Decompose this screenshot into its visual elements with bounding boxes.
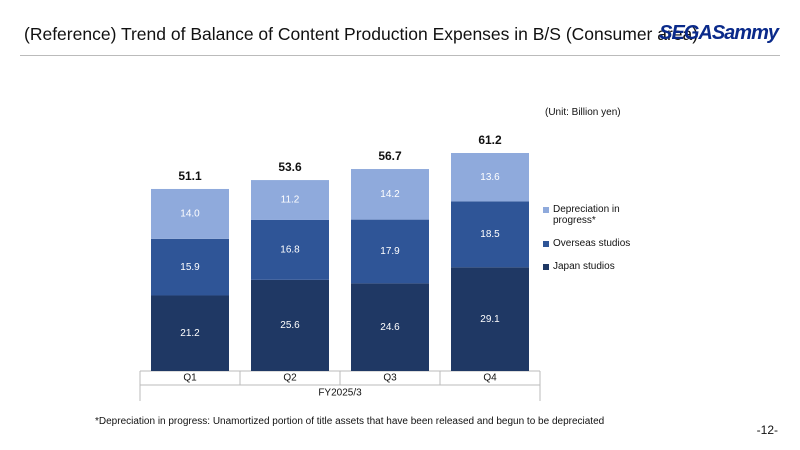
data-label: 18.5	[480, 229, 500, 240]
header-rule	[20, 55, 780, 56]
data-label: 24.6	[380, 322, 400, 333]
data-label: 25.6	[280, 320, 300, 331]
bar-segment	[451, 201, 529, 268]
bar-segment	[151, 295, 229, 371]
total-label: 56.7	[378, 149, 402, 163]
x-tick-label: Q2	[283, 373, 297, 384]
legend-swatch	[543, 264, 549, 270]
total-label: 51.1	[178, 169, 202, 183]
title: (Reference) Trend of Balance of Content …	[24, 24, 699, 44]
data-label: 15.9	[180, 262, 200, 273]
legend-label: Overseas studios	[553, 238, 631, 249]
bar-segment	[451, 153, 529, 202]
bar-segment	[151, 238, 229, 296]
bar-segment	[251, 279, 329, 371]
legend: Depreciation in progress* Overseas studio…	[543, 204, 643, 284]
footnote: *Depreciation in progress: Unamortized p…	[95, 416, 605, 427]
data-label: 13.6	[480, 172, 500, 183]
data-label: 16.8	[280, 245, 300, 256]
legend-label: Depreciation in progress*	[553, 204, 620, 226]
legend-item: Depreciation in progress*	[543, 204, 643, 226]
data-label: 14.0	[180, 209, 200, 220]
legend-label: Japan studios	[553, 261, 615, 272]
data-label: 17.9	[380, 246, 400, 257]
x-tick-label: Q1	[183, 373, 197, 384]
data-label: 11.2	[281, 195, 300, 206]
data-label: 14.2	[380, 189, 400, 200]
legend-swatch	[543, 241, 549, 247]
x-tick-label: Q3	[383, 373, 397, 384]
x-tick-label: Q4	[483, 373, 497, 384]
total-label: 53.6	[278, 160, 302, 174]
legend-item: Japan studios	[543, 261, 643, 272]
x-axis-label: FY2025/3	[318, 388, 362, 399]
bar-segment	[351, 169, 429, 220]
page-number: -12-	[756, 423, 778, 437]
bar-segment	[351, 219, 429, 284]
data-label: 29.1	[480, 314, 500, 325]
bar-segment	[351, 283, 429, 371]
data-label: 21.2	[180, 328, 200, 339]
bar-segment	[151, 188, 229, 239]
unit-label: (Unit: Billion yen)	[545, 107, 621, 118]
legend-item: Overseas studios	[543, 238, 643, 249]
bar-segment	[451, 267, 529, 371]
total-label: 61.2	[478, 133, 502, 147]
bar-segment	[251, 180, 329, 220]
legend-swatch	[543, 207, 549, 213]
bar-segment	[251, 219, 329, 280]
logo: SEGASammy	[659, 22, 779, 44]
